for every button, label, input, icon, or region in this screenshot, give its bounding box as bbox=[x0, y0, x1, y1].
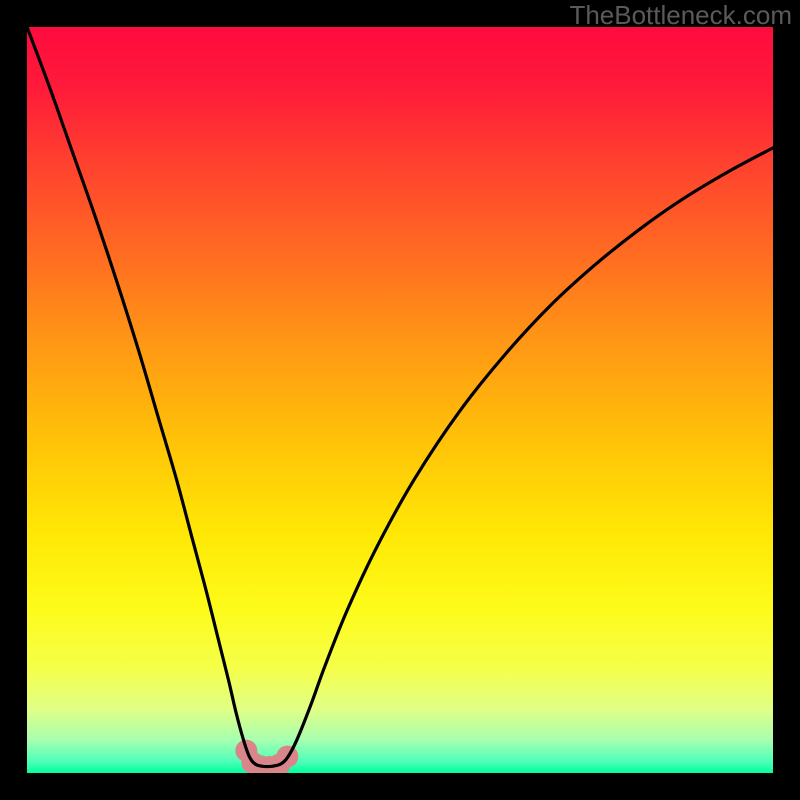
curve-layer bbox=[27, 27, 773, 773]
plot-area bbox=[27, 27, 773, 773]
watermark-text: TheBottleneck.com bbox=[569, 0, 792, 31]
bottleneck-curve bbox=[27, 27, 773, 767]
chart-stage: TheBottleneck.com bbox=[0, 0, 800, 800]
